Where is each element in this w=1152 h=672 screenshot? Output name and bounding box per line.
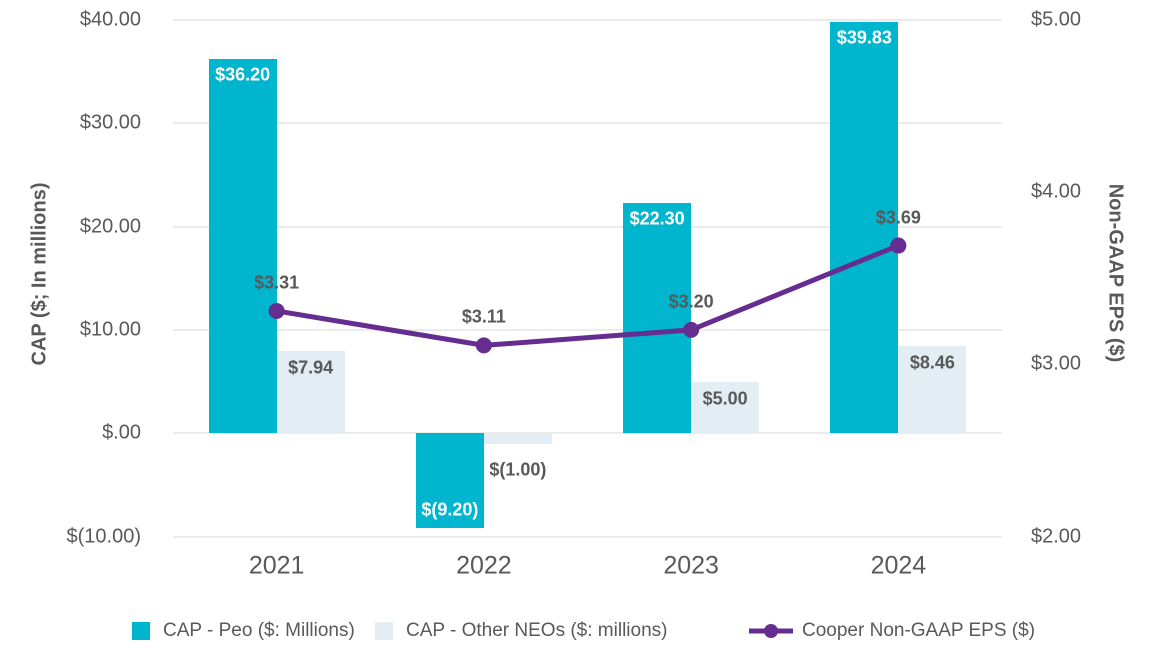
bar-value-label: $8.46 bbox=[909, 352, 955, 373]
bar-cap-peo-2024 bbox=[830, 21, 899, 434]
legend-label-cap-peo: CAP - Peo ($: Millions) bbox=[163, 620, 355, 641]
x-axis-category-label: 2022 bbox=[456, 551, 512, 580]
y-axis-tick-left: $.00 bbox=[102, 421, 141, 444]
bar-value-label: $(1.00) bbox=[489, 459, 547, 480]
bar-value-label: $22.30 bbox=[629, 208, 685, 229]
eps-marker-2022 bbox=[475, 337, 492, 354]
bar-cap-other-neos-2022 bbox=[483, 433, 552, 444]
bar-cap-peo-2021 bbox=[208, 59, 277, 434]
eps-value-label: $3.11 bbox=[461, 306, 506, 327]
legend-item-eps[interactable]: Cooper Non-GAAP EPS ($) bbox=[748, 620, 1035, 642]
cap-peo-swatch-icon bbox=[132, 622, 150, 640]
y-axis-tick-left: $20.00 bbox=[79, 215, 141, 238]
legend-item-cap-other-neos[interactable]: CAP - Other NEOs ($: millions) bbox=[375, 620, 667, 642]
y-axis-tick-right: $5.00 bbox=[1031, 8, 1082, 31]
bar-cap-peo-2022 bbox=[415, 433, 484, 529]
y-axis-tick-left: $(10.00) bbox=[66, 525, 142, 547]
y-axis-tick-left: $40.00 bbox=[79, 8, 141, 31]
legend-label-eps: Cooper Non-GAAP EPS ($) bbox=[802, 620, 1036, 641]
legend-label-cap-other-neos: CAP - Other NEOs ($: millions) bbox=[406, 620, 668, 641]
bar-value-label: $5.00 bbox=[702, 388, 748, 409]
bar-value-label: $(9.20) bbox=[421, 499, 479, 520]
bar-value-label: $39.83 bbox=[836, 27, 892, 48]
bar-cap-other-neos-2024 bbox=[898, 345, 967, 434]
bar-value-label: $36.20 bbox=[215, 64, 271, 85]
cap-other-neos-swatch-icon bbox=[375, 622, 393, 640]
right-axis-title: Non-GAAP EPS ($) bbox=[1104, 183, 1127, 363]
y-axis-tick-right: $2.00 bbox=[1031, 525, 1082, 547]
gridline bbox=[173, 535, 1002, 538]
eps-line-marker-icon bbox=[749, 624, 793, 638]
y-axis-tick-left: $10.00 bbox=[79, 318, 141, 341]
y-axis-tick-right: $4.00 bbox=[1031, 180, 1082, 203]
x-axis-category-label: 2023 bbox=[663, 551, 719, 580]
y-axis-tick-right: $3.00 bbox=[1031, 352, 1082, 375]
eps-value-label: $3.69 bbox=[875, 207, 921, 228]
bar-cap-other-neos-2023 bbox=[691, 381, 760, 434]
eps-value-label: $3.31 bbox=[254, 272, 300, 293]
bar-cap-peo-2023 bbox=[623, 202, 692, 434]
y-axis-tick-left: $30.00 bbox=[79, 111, 141, 134]
bar-cap-other-neos-2021 bbox=[276, 351, 345, 434]
gridline bbox=[173, 225, 1002, 228]
bar-value-label: $7.94 bbox=[288, 357, 334, 378]
x-axis-category-label: 2024 bbox=[870, 551, 927, 580]
gridline bbox=[173, 19, 1002, 21]
gridline bbox=[173, 432, 1002, 435]
eps-value-label: $3.20 bbox=[668, 291, 714, 312]
gridline bbox=[173, 122, 1002, 125]
legend-item-cap-peo[interactable]: CAP - Peo ($: Millions) bbox=[132, 620, 355, 642]
left-axis-title: CAP ($; In millions) bbox=[28, 182, 51, 366]
x-axis-category-label: 2021 bbox=[248, 551, 305, 580]
